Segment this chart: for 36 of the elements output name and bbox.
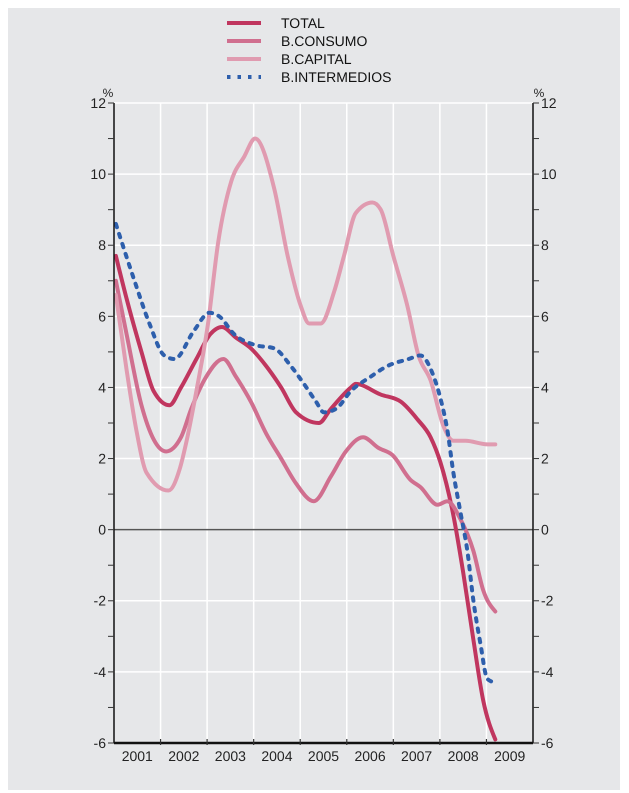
y2-tick-label: 4 [541, 379, 549, 396]
y2-tick-label: 2 [541, 450, 549, 467]
line-series [114, 254, 498, 742]
y-tick-label: 8 [98, 237, 106, 254]
y-tick-label: 6 [98, 308, 106, 324]
y-tick-label: -2 [94, 592, 106, 609]
x-tick-label: 2003 [214, 748, 246, 764]
y-tick-label: 12 [90, 94, 106, 111]
x-tick-label: 2009 [494, 748, 526, 764]
y2-tick-label: 0 [541, 522, 549, 538]
y2-axis-title: % [534, 86, 545, 100]
y-tick-label: 2 [98, 450, 106, 467]
y2-tick-label: -2 [541, 592, 554, 609]
y2-tick-label: -4 [541, 664, 554, 680]
y-tick-label: -6 [94, 734, 106, 751]
y-tick-label: 0 [98, 522, 106, 538]
legend-label: B.CONSUMO [281, 33, 368, 49]
y2-tick-label: -6 [541, 734, 554, 751]
y2-tick-label: 8 [541, 237, 549, 254]
line-series [114, 136, 498, 493]
x-tick-label: 2007 [401, 748, 432, 764]
legend-label: B.CAPITAL [281, 51, 352, 67]
x-tick-label: 2001 [122, 748, 154, 764]
y-tick-label: 10 [90, 166, 106, 182]
y2-tick-label: 6 [541, 308, 549, 324]
line-series [114, 278, 498, 614]
x-tick-label: 2004 [261, 748, 293, 764]
legend-label: TOTAL [281, 15, 325, 31]
x-tick-label: 2008 [448, 748, 479, 764]
y-tick-label: -4 [94, 664, 106, 680]
legend-label: B.INTERMEDIOS [281, 69, 392, 85]
x-tick-label: 2006 [354, 748, 386, 764]
y2-tick-label: 10 [541, 166, 557, 182]
y-tick-label: 4 [98, 379, 106, 396]
x-tick-label: 2002 [168, 748, 200, 764]
x-tick-label: 2005 [308, 748, 340, 764]
